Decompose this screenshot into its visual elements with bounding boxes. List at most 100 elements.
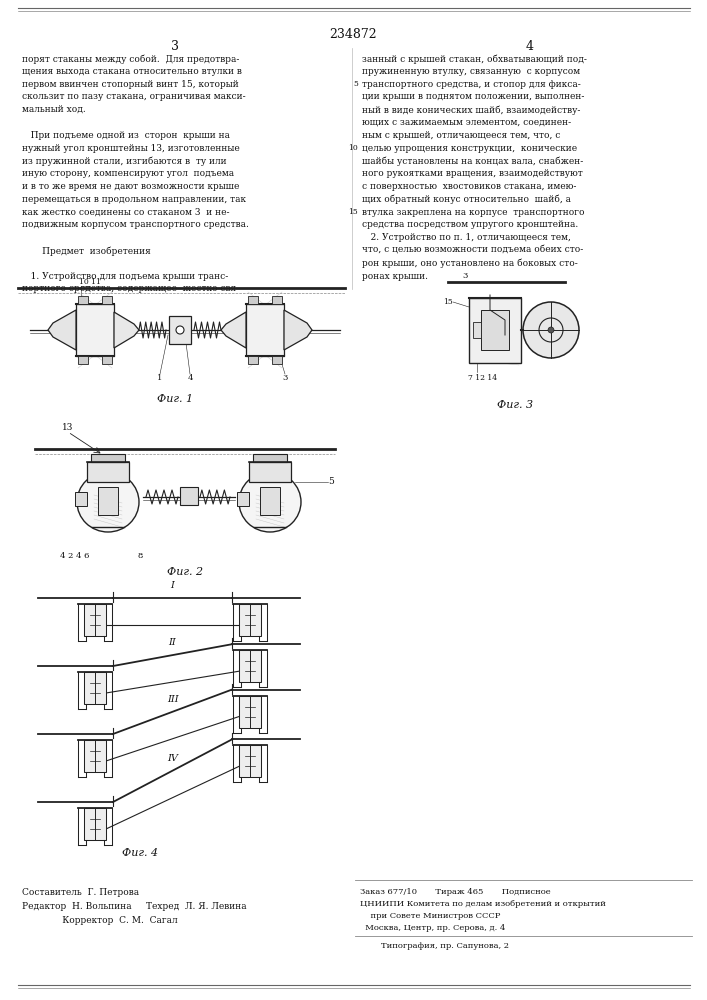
Bar: [473, 322, 481, 338]
Polygon shape: [48, 310, 76, 350]
Bar: [75, 492, 87, 506]
Text: 10: 10: [349, 144, 358, 152]
Text: III: III: [167, 695, 178, 704]
Text: перемещаться в продольном направлении, так: перемещаться в продольном направлении, т…: [22, 195, 246, 204]
Bar: [169, 316, 191, 344]
Text: 5: 5: [353, 80, 358, 88]
Bar: [272, 356, 282, 364]
Bar: [481, 310, 509, 350]
Text: 8: 8: [137, 552, 143, 560]
Text: Составитель  Г. Петрова: Составитель Г. Петрова: [22, 888, 139, 897]
Text: транспортного средства, и стопор для фикса-: транспортного средства, и стопор для фик…: [362, 80, 580, 89]
Bar: [87, 462, 129, 482]
Text: занный с крышей стакан, обхватывающий под-: занный с крышей стакан, обхватывающий по…: [362, 54, 587, 64]
Text: Заказ 677/10       Тираж 465       Подписное: Заказ 677/10 Тираж 465 Подписное: [360, 888, 551, 896]
Text: ного рукоятками вращения, взаимодействуют: ного рукоятками вращения, взаимодействую…: [362, 169, 583, 178]
Text: порят стаканы между собой.  Для предотвра-: порят стаканы между собой. Для предотвра…: [22, 54, 240, 64]
Bar: [84, 672, 106, 704]
Text: мальный ход.: мальный ход.: [22, 105, 86, 114]
Text: 3: 3: [282, 374, 288, 382]
Bar: [260, 487, 280, 515]
Ellipse shape: [239, 472, 301, 532]
Text: иную сторону, компенсируют угол  подъема: иную сторону, компенсируют угол подъема: [22, 169, 234, 178]
Text: что, с целью возможности подъема обеих сто-: что, с целью возможности подъема обеих с…: [362, 246, 583, 255]
Bar: [102, 296, 112, 304]
Bar: [239, 696, 261, 728]
Polygon shape: [114, 312, 139, 348]
Text: первом ввинчен стопорный винт 15, который: первом ввинчен стопорный винт 15, которы…: [22, 80, 239, 89]
Text: портного средства, содержащее  жестко свя-: портного средства, содержащее жестко свя…: [22, 284, 239, 293]
Text: 4 2 4 6: 4 2 4 6: [60, 552, 89, 560]
Ellipse shape: [77, 472, 139, 532]
Text: из пружинной стали, изгибаются в  ту или: из пружинной стали, изгибаются в ту или: [22, 156, 227, 166]
Text: и в то же время не дают возможности крыше: и в то же время не дают возможности крыш…: [22, 182, 240, 191]
Bar: [239, 650, 261, 682]
Text: 5: 5: [328, 478, 334, 487]
Bar: [248, 356, 258, 364]
Text: I: I: [170, 581, 175, 590]
Text: 15: 15: [443, 298, 453, 306]
Text: ции крыши в поднятом положении, выполнен-: ции крыши в поднятом положении, выполнен…: [362, 92, 585, 101]
Text: Предмет  изобретения: Предмет изобретения: [22, 246, 151, 255]
Text: 3: 3: [171, 40, 179, 53]
Text: средства посредством упругого кронштейна.: средства посредством упругого кронштейна…: [362, 220, 578, 229]
Text: Москва, Центр, пр. Серова, д. 4: Москва, Центр, пр. Серова, д. 4: [360, 924, 506, 932]
Bar: [272, 296, 282, 304]
Bar: [102, 356, 112, 364]
Text: 4: 4: [187, 374, 193, 382]
Text: 15: 15: [349, 208, 358, 216]
Text: шайбы установлены на концах вала, снабжен-: шайбы установлены на концах вала, снабже…: [362, 156, 583, 166]
Polygon shape: [221, 312, 246, 348]
Bar: [469, 298, 521, 363]
Text: рон крыши, оно установлено на боковых сто-: рон крыши, оно установлено на боковых ст…: [362, 259, 578, 268]
Text: ный в виде конических шайб, взаимодейству-: ный в виде конических шайб, взаимодейств…: [362, 105, 580, 115]
Text: 1. Устройство для подъема крыши транс-: 1. Устройство для подъема крыши транс-: [22, 272, 228, 281]
Text: скользит по пазу стакана, ограничивая макси-: скользит по пазу стакана, ограничивая ма…: [22, 92, 245, 101]
Text: щих обратный конус относительно  шайб, а: щих обратный конус относительно шайб, а: [362, 195, 571, 204]
Bar: [84, 808, 106, 840]
Text: Редактор  Н. Вольпина     Техред  Л. Я. Левина: Редактор Н. Вольпина Техред Л. Я. Левина: [22, 902, 247, 911]
Text: при Совете Министров СССР: при Совете Министров СССР: [360, 912, 501, 920]
Bar: [84, 740, 106, 772]
Bar: [248, 296, 258, 304]
Text: 4: 4: [526, 40, 534, 53]
Text: Фиг. 3: Фиг. 3: [497, 400, 533, 410]
Text: щения выхода стакана относительно втулки в: щения выхода стакана относительно втулки…: [22, 67, 242, 76]
Text: II: II: [169, 638, 176, 647]
Text: IV: IV: [167, 754, 178, 763]
Text: При подъеме одной из  сторон  крыши на: При подъеме одной из сторон крыши на: [22, 131, 230, 140]
Text: ющих с зажимаемым элементом, соединен-: ющих с зажимаемым элементом, соединен-: [362, 118, 571, 127]
Text: Фиг. 1: Фиг. 1: [157, 394, 193, 404]
Text: 234872: 234872: [329, 28, 377, 41]
Bar: [84, 604, 106, 636]
Circle shape: [523, 302, 579, 358]
Text: Фиг. 4: Фиг. 4: [122, 848, 158, 858]
Bar: [249, 462, 291, 482]
Text: 10 11: 10 11: [79, 278, 101, 286]
Text: 1: 1: [158, 374, 163, 382]
Bar: [237, 492, 249, 506]
Text: ЦНИИПИ Комитета по делам изобретений и открытий: ЦНИИПИ Комитета по делам изобретений и о…: [360, 900, 606, 908]
Bar: [246, 304, 284, 356]
Bar: [91, 454, 125, 462]
Circle shape: [176, 326, 184, 334]
Bar: [239, 745, 261, 777]
Text: Типография, пр. Сапунова, 2: Типография, пр. Сапунова, 2: [360, 942, 509, 950]
Text: пружиненную втулку, связанную  с корпусом: пружиненную втулку, связанную с корпусом: [362, 67, 580, 76]
Text: целью упрощения конструкции,  конические: целью упрощения конструкции, конические: [362, 144, 577, 153]
Bar: [253, 454, 287, 462]
Text: ронах крыши.: ронах крыши.: [362, 272, 428, 281]
Text: 2. Устройство по п. 1, отличающееся тем,: 2. Устройство по п. 1, отличающееся тем,: [362, 233, 571, 242]
Circle shape: [548, 327, 554, 333]
Bar: [76, 304, 114, 356]
Text: втулка закреплена на корпусе  транспортного: втулка закреплена на корпусе транспортно…: [362, 208, 585, 217]
Text: как жестко соединены со стаканом 3  и не-: как жестко соединены со стаканом 3 и не-: [22, 208, 230, 217]
Text: Корректор  С. М.  Сагал: Корректор С. М. Сагал: [22, 916, 177, 925]
Bar: [78, 356, 88, 364]
Text: подвижным корпусом транспортного средства.: подвижным корпусом транспортного средств…: [22, 220, 249, 229]
Bar: [98, 487, 118, 515]
Text: 7 12 14: 7 12 14: [469, 374, 498, 382]
Text: Фиг. 2: Фиг. 2: [167, 567, 203, 577]
Text: ным с крышей, отличающееся тем, что, с: ным с крышей, отличающееся тем, что, с: [362, 131, 561, 140]
Text: 13: 13: [62, 423, 74, 432]
